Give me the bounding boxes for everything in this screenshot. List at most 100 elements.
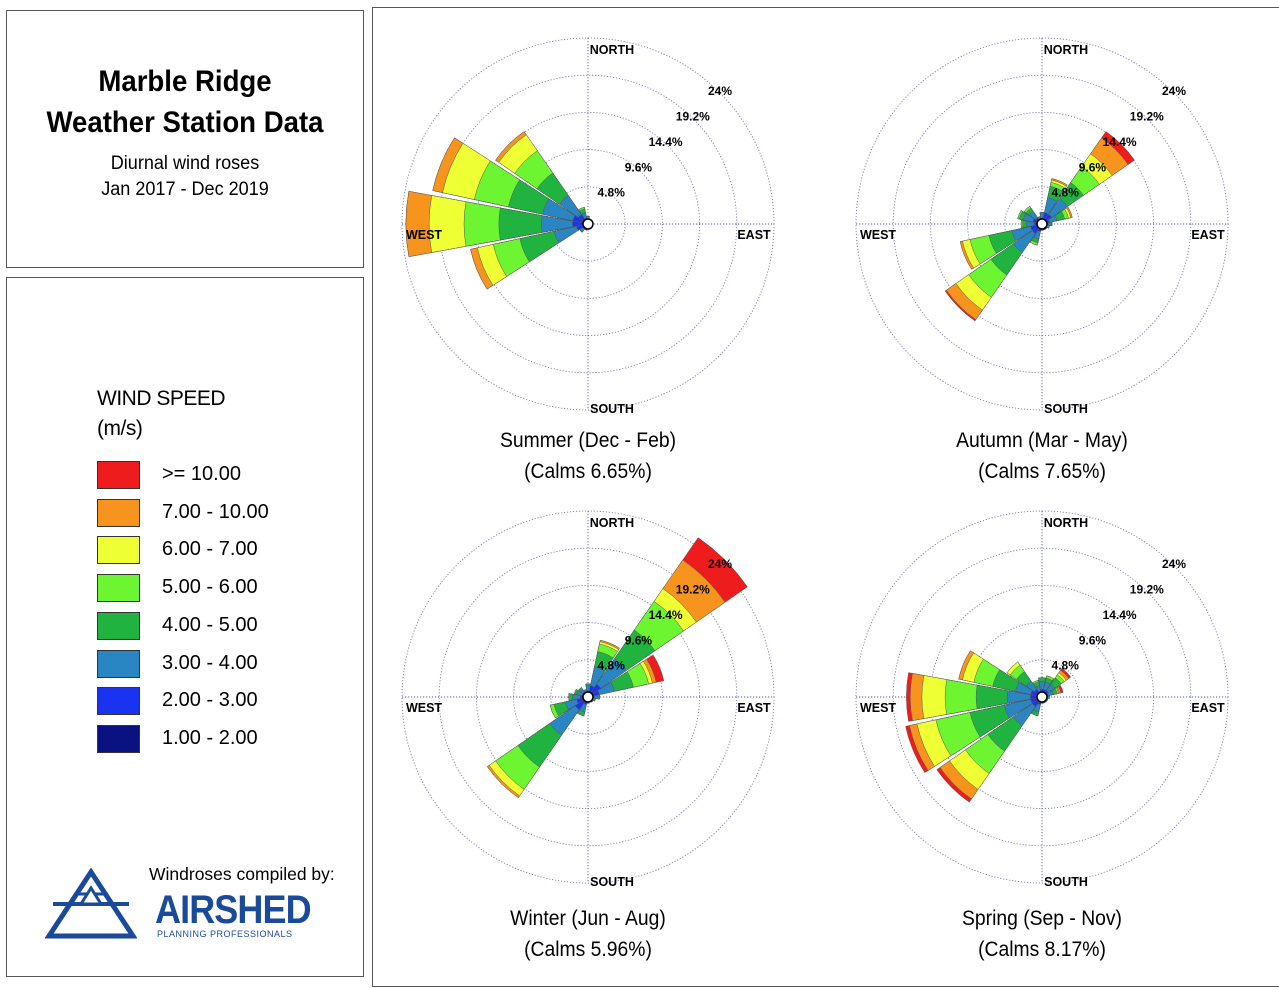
legend-label: 5.00 - 6.00: [162, 576, 258, 599]
title-panel: Marble Ridge Weather Station Data Diurna…: [6, 10, 364, 268]
ring-label: 4.8%: [1052, 659, 1080, 673]
title-line-2: Weather Station Data: [46, 106, 324, 139]
rose-caption: Summer (Dec - Feb) (Calms 6.65%): [450, 425, 726, 487]
rose-caption: Winter (Jun - Aug) (Calms 5.96%): [450, 903, 726, 965]
legend-title-line-2: (m/s): [97, 417, 143, 440]
wind-rose: 4.8% 9.6% 14.4% 19.2% 24% NORTH EAST SOUTH WEST: [401, 510, 775, 889]
rose-caption: Autumn (Mar - May) (Calms 7.65%): [904, 425, 1180, 487]
legend-swatch: [97, 498, 140, 527]
rose-caption-season: Spring (Sep - Nov): [962, 907, 1122, 930]
direction-label: EAST: [737, 701, 771, 715]
grid-ring: [550, 186, 626, 262]
rose-caption-calms: (Calms 7.65%): [978, 460, 1106, 483]
ring-label: 14.4%: [649, 608, 683, 622]
legend-swatch: [97, 687, 140, 716]
airshed-logo-icon: [45, 868, 137, 939]
calm-center: [582, 218, 594, 230]
ring-label: 9.6%: [625, 160, 653, 174]
ring-label: 24%: [708, 557, 732, 571]
direction-label: SOUTH: [590, 402, 634, 416]
legend-swatch: [97, 574, 140, 603]
legend-swatch: [97, 536, 140, 565]
logo-wordmark: AIRSHED: [155, 888, 312, 932]
calm-center: [1036, 218, 1048, 230]
page-subtitle: Diurnal wind roses Jan 2017 - Dec 2019: [16, 151, 354, 203]
ring-label: 14.4%: [1103, 608, 1137, 622]
ring-label: 24%: [1162, 84, 1186, 98]
calm-center: [582, 691, 594, 703]
ring-label: 24%: [1162, 557, 1186, 571]
direction-label: WEST: [406, 701, 442, 715]
ring-label: 4.8%: [598, 659, 626, 673]
direction-label: WEST: [860, 228, 896, 242]
logo-tagline: PLANNING PROFESSIONALS: [157, 929, 293, 939]
ring-label: 19.2%: [676, 110, 710, 124]
ring-label: 9.6%: [1079, 160, 1107, 174]
grid-ring: [513, 149, 663, 299]
grid-ring: [513, 622, 663, 772]
rose-caption-season: Autumn (Mar - May): [956, 429, 1128, 452]
rose-petal-segment: [572, 220, 589, 228]
rose-caption-season: Winter (Jun - Aug): [510, 907, 666, 930]
direction-label: WEST: [860, 701, 896, 715]
ring-label: 9.6%: [1079, 633, 1107, 647]
wind-rose: 4.8% 9.6% 14.4% 19.2% 24% NORTH EAST SOUTH WEST: [401, 37, 775, 416]
direction-label: NORTH: [590, 43, 634, 57]
ring-label: 19.2%: [1130, 110, 1164, 124]
ring-label: 19.2%: [676, 583, 710, 597]
direction-label: NORTH: [1044, 516, 1088, 530]
grid-ring: [967, 622, 1117, 772]
subtitle-line-2: Jan 2017 - Dec 2019: [101, 179, 269, 200]
wind-rose: 4.8% 9.6% 14.4% 19.2% 24% NORTH EAST SOUTH WEST: [855, 37, 1229, 416]
page-title: Marble Ridge Weather Station Data: [21, 61, 349, 143]
direction-label: WEST: [406, 228, 442, 242]
legend-label: 1.00 - 2.00: [162, 726, 258, 749]
direction-label: NORTH: [590, 516, 634, 530]
ring-label: 14.4%: [649, 135, 683, 149]
legend-label: 4.00 - 5.00: [162, 613, 258, 636]
legend-label: 2.00 - 3.00: [162, 689, 258, 712]
direction-label: EAST: [1191, 228, 1225, 242]
grid-ring: [438, 74, 738, 374]
direction-label: SOUTH: [590, 875, 634, 889]
credit-text: Windroses compiled by:: [149, 864, 335, 884]
ring-label: 14.4%: [1103, 135, 1137, 149]
direction-label: SOUTH: [1044, 402, 1088, 416]
direction-label: NORTH: [1044, 43, 1088, 57]
legend-label: 3.00 - 4.00: [162, 651, 258, 674]
rose-petal-segment: [541, 215, 589, 233]
wind-roses-canvas: 4.8%9.6%14.4%19.2%24%NORTHEASTSOUTHWEST4…: [401, 37, 1229, 889]
rose-caption-season: Summer (Dec - Feb): [499, 429, 677, 452]
direction-label: EAST: [1191, 701, 1225, 715]
grid-ring: [967, 149, 1117, 299]
ring-label: 4.8%: [598, 186, 626, 200]
legend-swatch: [97, 724, 140, 753]
legend-panel: WIND SPEED (m/s) >= 10.00 7.00 - 10.00 6.0…: [6, 277, 364, 977]
legend-swatch: [97, 461, 140, 489]
charts-panel: 4.8% 9.6% 14.4% 19.2% 24% NORTH EAST SOUTH WEST 4…: [372, 7, 1279, 987]
legend-title-line-1: WIND SPEED: [97, 387, 226, 410]
legend-swatch: [97, 611, 140, 640]
rose-petal-segment: [1030, 694, 1043, 700]
rose-caption-calms: (Calms 5.96%): [524, 938, 652, 961]
legend-title: WIND SPEED (m/s): [97, 384, 226, 444]
calm-center: [1036, 691, 1048, 703]
ring-label: 24%: [708, 84, 732, 98]
direction-label: EAST: [737, 228, 771, 242]
ring-label: 9.6%: [625, 633, 653, 647]
title-line-1: Marble Ridge: [98, 65, 272, 98]
rose-caption-calms: (Calms 6.65%): [524, 460, 652, 483]
direction-label: SOUTH: [1044, 875, 1088, 889]
legend-swatch: [97, 649, 140, 678]
ring-label: 19.2%: [1130, 583, 1164, 597]
grid-ring: [438, 547, 738, 847]
legend-label: 7.00 - 10.00: [162, 500, 269, 523]
rose-petal-segment: [1006, 690, 1043, 704]
grid-ring: [550, 659, 626, 735]
wind-rose: 4.8% 9.6% 14.4% 19.2% 24% NORTH EAST SOUTH WEST: [855, 510, 1229, 889]
legend-label: >= 10.00: [162, 463, 241, 485]
ring-label: 4.8%: [1052, 186, 1080, 200]
legend-label: 6.00 - 7.00: [162, 538, 258, 561]
subtitle-line-1: Diurnal wind roses: [110, 153, 260, 174]
rose-caption-calms: (Calms 8.17%): [978, 938, 1106, 961]
